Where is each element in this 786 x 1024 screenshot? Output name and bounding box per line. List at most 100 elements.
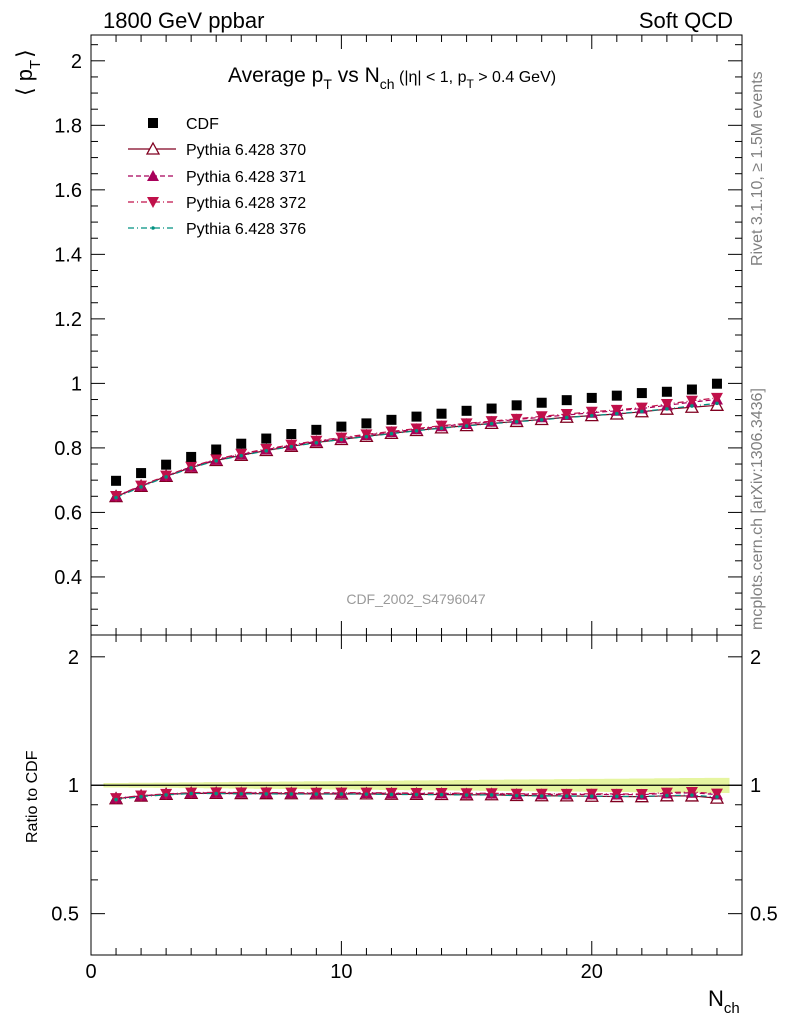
point-376: [189, 466, 193, 470]
point-cdf: [661, 386, 672, 397]
ratio-point-376: [264, 792, 269, 796]
point-376: [464, 424, 469, 428]
y-tick-label-ratio: 0.5: [51, 904, 79, 926]
ratio-point-376: [564, 794, 569, 798]
y-tick-label-ratio-right: 2: [750, 647, 761, 669]
legend-marker-371: [147, 170, 159, 181]
point-376: [665, 407, 669, 411]
point-376: [264, 449, 269, 453]
point-376: [414, 429, 419, 433]
point-cdf: [286, 429, 297, 440]
ratio-point-376: [289, 792, 294, 796]
analysis-watermark: CDF_2002_S4796047: [346, 591, 486, 607]
legend-label-370: Pythia 6.428 370: [186, 142, 306, 159]
x-axis-label: Nch: [708, 986, 740, 1017]
ratio-point-376: [439, 792, 444, 797]
title-rest-a: (|η| < 1, p: [395, 69, 467, 86]
ratio-point-372: [610, 788, 623, 800]
point-376: [489, 421, 494, 426]
point-372: [635, 402, 648, 414]
point-376: [139, 485, 143, 489]
legend-label-cdf: CDF: [186, 116, 219, 133]
y-tick-label-main: 1.6: [54, 180, 82, 202]
point-cdf: [211, 444, 222, 455]
title-sub-t1: T: [323, 76, 332, 92]
ratio-point-376: [339, 792, 344, 796]
point-376: [114, 495, 118, 500]
ratio-point-376: [414, 792, 419, 797]
mcplots-label: mcplots.cern.ch [arXiv:1306.3436]: [749, 388, 766, 630]
point-376: [690, 404, 694, 408]
ratio-point-376: [615, 794, 619, 799]
ratio-point-376: [464, 793, 469, 797]
ratio-point-376: [539, 794, 544, 798]
point-372: [610, 404, 623, 416]
ratio-point-372: [710, 788, 723, 800]
header-process: Soft QCD: [639, 8, 733, 33]
chart-title: Average pT vs Nch (|η| < 1, pT > 0.4 GeV…: [228, 64, 556, 92]
point-cdf: [561, 395, 572, 406]
legend-entry-370: Pythia 6.428 370: [128, 141, 306, 159]
y-axis-label-left: ⟨ p: [12, 69, 37, 96]
ratio-point-376: [514, 793, 519, 798]
legend-label-372: Pythia 6.428 372: [186, 195, 306, 212]
legend-marker-372: [147, 197, 159, 208]
ratio-point-372: [585, 788, 598, 800]
x-axis-label-sub: ch: [724, 1000, 740, 1017]
legend-entry-cdf: CDF: [148, 116, 219, 133]
point-372: [660, 399, 673, 411]
y-tick-label-ratio-right: 0.5: [750, 904, 778, 926]
legend: CDF Pythia 6.428 370 Pythia 6.428 371 Py…: [128, 116, 306, 238]
ratio-point-376: [239, 792, 244, 796]
point-376: [589, 413, 594, 418]
point-376: [289, 444, 294, 449]
point-376: [564, 415, 569, 420]
point-376: [389, 431, 394, 436]
point-cdf: [711, 378, 722, 389]
point-cdf: [586, 392, 597, 403]
point-cdf: [411, 411, 422, 422]
ratio-point-376: [489, 793, 494, 797]
title-avg: Average p: [228, 64, 323, 87]
point-cdf: [336, 421, 347, 432]
point-376: [439, 426, 444, 431]
point-cdf: [261, 433, 272, 444]
legend-marker-370: [145, 141, 161, 155]
main-axis-ticks: [91, 35, 742, 635]
x-tick-label: 0: [85, 961, 96, 983]
y-axis-label-sub: T: [27, 60, 44, 69]
title-vs: vs N: [332, 64, 380, 87]
ratio-point-372: [635, 789, 648, 801]
y-tick-label-main: 1.2: [54, 309, 82, 331]
ratio-point-376: [690, 793, 694, 797]
y-axis-label-ratio: Ratio to CDF: [24, 750, 41, 843]
ratio-point-376: [114, 797, 118, 802]
ratio-point-372: [685, 786, 698, 798]
point-cdf: [461, 405, 472, 416]
point-cdf: [161, 459, 172, 470]
point-cdf: [436, 408, 447, 419]
point-376: [640, 409, 644, 414]
y-axis-label-main: ⟨ pT ⟩: [12, 49, 44, 96]
y-tick-label-ratio: 1: [68, 775, 79, 797]
point-cdf: [136, 468, 147, 479]
point-376: [364, 434, 369, 439]
ratio-point-376: [589, 794, 594, 799]
legend-entry-371: Pythia 6.428 371: [128, 169, 306, 186]
point-376: [715, 401, 719, 406]
point-372: [435, 420, 448, 432]
point-376: [164, 475, 168, 479]
point-cdf: [186, 451, 197, 462]
title-sub-ch: ch: [380, 76, 395, 92]
ratio-point-376: [665, 793, 669, 798]
ratio-point-376: [139, 794, 143, 799]
main-series: [108, 378, 725, 503]
y-tick-label-main: 0.4: [54, 567, 82, 589]
point-cdf: [686, 384, 697, 395]
point-cdf: [611, 390, 622, 401]
y-tick-label-ratio-right: 1: [750, 775, 761, 797]
ratio-point-376: [640, 794, 644, 799]
point-cdf: [636, 388, 647, 399]
ratio-point-376: [364, 792, 369, 796]
